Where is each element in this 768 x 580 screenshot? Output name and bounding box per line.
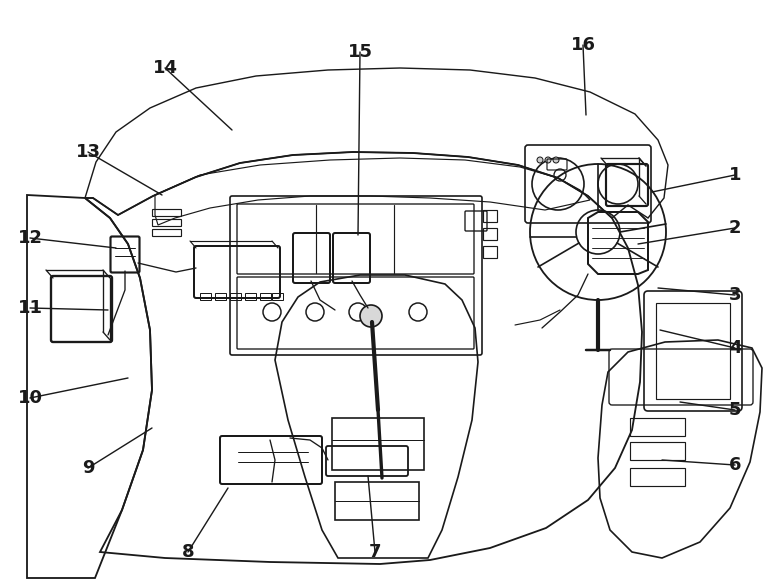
Text: 10: 10 [18, 389, 42, 407]
Text: 6: 6 [729, 456, 741, 474]
Text: 15: 15 [347, 43, 372, 61]
Bar [483, 246, 497, 258]
Bar [656, 303, 730, 399]
Text: 5: 5 [729, 401, 741, 419]
Text: 13: 13 [75, 143, 101, 161]
Circle shape [537, 157, 543, 163]
Text: 1: 1 [729, 166, 741, 184]
Text: 8: 8 [182, 543, 194, 561]
Circle shape [545, 157, 551, 163]
Bar [200, 293, 211, 300]
Text: 2: 2 [729, 219, 741, 237]
Text: 11: 11 [18, 299, 42, 317]
Bar [630, 442, 685, 460]
Text: 3: 3 [729, 286, 741, 304]
Bar [260, 293, 271, 300]
Text: 14: 14 [153, 59, 177, 77]
Bar [230, 293, 241, 300]
Text: 4: 4 [729, 339, 741, 357]
Text: 12: 12 [18, 229, 42, 247]
Bar [630, 468, 685, 486]
Circle shape [553, 157, 559, 163]
Text: 9: 9 [81, 459, 94, 477]
Circle shape [360, 305, 382, 327]
Bar [215, 293, 226, 300]
Bar [630, 418, 685, 436]
Bar [335, 482, 419, 520]
Bar [483, 228, 497, 240]
Bar [245, 293, 256, 300]
Bar [332, 418, 424, 470]
Bar [483, 210, 497, 222]
Text: 16: 16 [571, 36, 595, 54]
Bar [272, 293, 283, 300]
Text: 7: 7 [369, 543, 381, 561]
